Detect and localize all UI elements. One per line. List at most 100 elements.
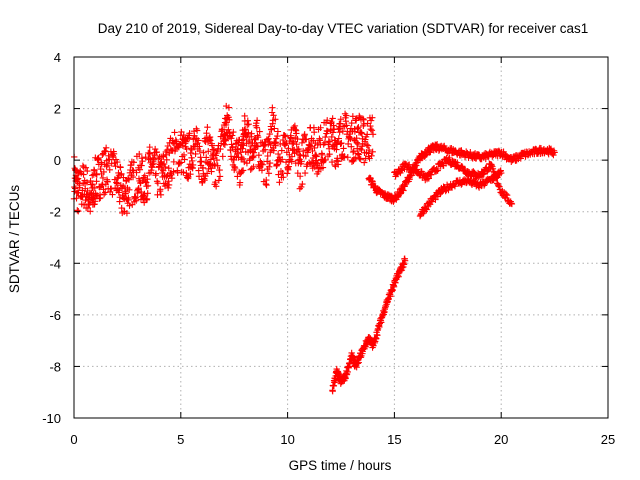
data-point [225,126,232,133]
data-point [347,135,354,142]
data-point [265,163,273,170]
data-point [314,160,321,167]
data-point [427,171,435,178]
data-point [367,125,374,133]
data-point [356,155,363,162]
data-point [369,114,376,121]
chart-title: Day 210 of 2019, Sidereal Day-to-day VTE… [98,21,588,36]
data-point [84,204,92,212]
data-point [367,174,374,182]
data-point [123,210,131,217]
data-point [196,147,204,155]
data-point [282,158,290,166]
data-point [406,161,413,168]
data-point [141,190,148,198]
y-tick-label: -10 [42,411,61,426]
data-point [87,208,94,215]
data-point [274,128,282,135]
data-point [186,130,193,137]
grid-lines [74,57,608,418]
data-point [154,179,162,187]
data-point [91,198,99,205]
data-point [258,167,266,174]
data-point [193,127,201,134]
y-axis-label: SDTVAR / TECUs [7,185,22,294]
data-point [216,166,223,174]
data-point [400,261,408,268]
data-point [130,159,138,166]
data-point [495,182,502,189]
data-point [389,287,396,294]
data-point [203,170,211,177]
data-point [433,140,441,148]
data-point [285,145,292,152]
data-point [197,154,204,161]
data-point [176,160,183,167]
data-point [212,183,220,190]
data-point [189,161,197,169]
data-point [108,185,115,192]
data-point [266,159,274,167]
data-point [322,156,329,164]
data-point [474,151,482,158]
data-point [124,175,132,182]
data-point [470,177,478,185]
data-point [114,158,121,166]
data-point [299,180,306,188]
data-point [192,141,200,148]
data-point [97,194,104,202]
data-point [125,196,132,204]
data-point [164,184,172,192]
data-point [367,117,375,124]
data-point [418,168,425,175]
data-point [135,185,142,192]
data-point [120,174,127,181]
data-point [282,140,289,148]
data-point [113,179,120,186]
data-point [253,142,260,149]
data-point [401,160,409,167]
data-point [122,190,129,197]
data-point [265,135,272,142]
data-point [168,174,176,182]
data-point [264,152,271,160]
data-point [335,369,342,377]
data-point [268,126,275,133]
data-point [266,130,273,138]
data-point [144,190,151,197]
data-point [112,163,119,170]
data-point [127,161,135,169]
data-point [204,123,211,131]
data-point [84,167,91,175]
data-point [296,173,304,180]
data-point [152,170,160,177]
data-point [117,164,124,171]
data-point [100,168,108,176]
data-point [279,136,287,144]
y-tick-label: 0 [54,153,61,168]
data-point [221,141,229,148]
data-point [368,152,375,159]
data-point [254,143,261,150]
data-point [226,116,233,124]
data-point [498,169,505,177]
data-point [488,161,495,169]
data-point [357,155,364,163]
data-point [144,182,152,190]
data-point [208,142,216,149]
data-point [278,147,285,154]
data-point [180,169,187,176]
data-point [401,257,409,264]
data-point [311,128,318,136]
data-point [89,172,96,179]
data-point [288,153,296,160]
data-point [328,118,335,126]
data-point [350,147,357,155]
data-points [70,102,558,395]
data-point [373,335,380,342]
data-point [165,181,173,189]
data-point [104,178,111,186]
data-point [182,138,190,145]
data-point [340,145,347,152]
data-point [283,139,290,147]
